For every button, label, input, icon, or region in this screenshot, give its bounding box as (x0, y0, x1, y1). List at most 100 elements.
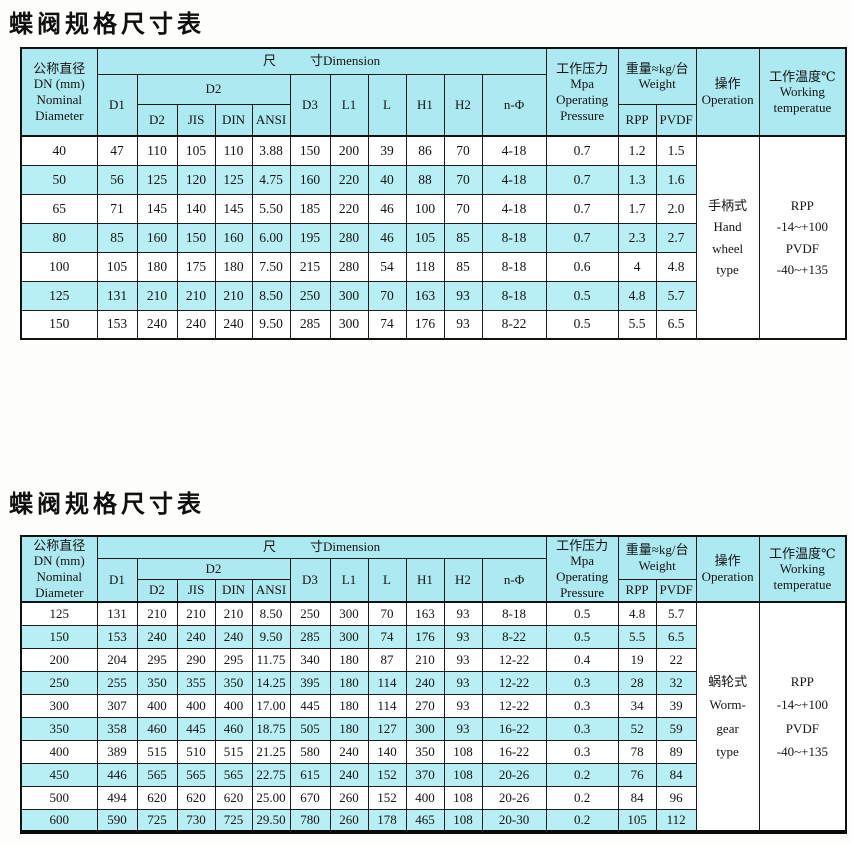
cell-d1: 71 (96, 193, 138, 224)
cell-din: 460 (214, 716, 253, 741)
col-header-h2: H2 (443, 73, 483, 137)
cell-jis: 620 (176, 785, 216, 810)
cell-dn: 40 (20, 135, 98, 166)
cell-din: 110 (214, 135, 253, 166)
cell-d3: 250 (289, 280, 331, 311)
cell-d2: 460 (136, 716, 178, 741)
cell-d3: 285 (289, 624, 331, 649)
cell-dn: 150 (20, 624, 98, 649)
cell-weight: 76 (617, 762, 657, 787)
cell-operating: 0.2 (545, 808, 619, 833)
cell-weight: 78 (617, 739, 657, 764)
cell-weight: 105 (617, 808, 657, 833)
cell-dn: 200 (20, 647, 98, 672)
cell-h1: 163 (405, 280, 445, 311)
col-header-h1: H1 (405, 73, 445, 137)
cell-operating: 0.5 (545, 601, 619, 626)
table-body: 125 131 210 210 210 8.50 250 300 70 163 93 8-18 0.5 4… (20, 601, 847, 833)
cell-h2: 108 (443, 739, 483, 764)
col-header-l1: L1 (329, 73, 369, 137)
table-row: 150 153 240 240 240 9.50 285 300 74 176 93 8-22 0.5 5… (20, 309, 846, 340)
cell-n-φ: 8-18 (481, 280, 547, 311)
cell-n-φ: 4-18 (481, 135, 547, 166)
cell-l1: 200 (329, 135, 369, 166)
col-header-d2-group: D2 (136, 73, 291, 105)
cell-l: 70 (367, 280, 407, 311)
cell-h1: 300 (405, 716, 445, 741)
cell-weight: 19 (617, 647, 657, 672)
cell-n-φ: 12-22 (481, 647, 547, 672)
cell-l: 70 (367, 601, 407, 626)
cell-l: 46 (367, 193, 407, 224)
cell-l1: 220 (329, 164, 369, 195)
dimension-label-right: 寸Dimension (310, 539, 381, 555)
cell-d3: 780 (289, 808, 331, 833)
cell-weight: 59 (655, 716, 697, 741)
cell-h1: 350 (405, 739, 445, 764)
cell-ansi: 8.50 (251, 601, 291, 626)
table-row: 250 255 350 355 350 14.25 395 180 114 240 93 12-22 0… (20, 670, 846, 695)
cell-ansi: 29.50 (251, 808, 291, 833)
cell-operating: 0.5 (545, 309, 619, 340)
col-header-rpp: RPP (617, 578, 657, 603)
cell-ansi: 17.00 (251, 693, 291, 718)
cell-weight: 5.5 (617, 309, 657, 340)
cell-operating: 0.5 (545, 624, 619, 649)
cell-ansi: 8.50 (251, 280, 291, 311)
cell-dn: 50 (20, 164, 98, 195)
dimension-label-left: 尺 (263, 539, 277, 555)
cell-h2: 108 (443, 762, 483, 787)
cell-operating: 0.3 (545, 693, 619, 718)
cell-d1: 47 (96, 135, 138, 166)
cell-jis: 105 (176, 135, 216, 166)
cell-h1: 270 (405, 693, 445, 718)
cell-weight: 1.2 (617, 135, 657, 166)
cell-ansi: 6.00 (251, 222, 291, 253)
table-row: 600 590 725 730 725 29.50 780 260 178 465 108 20-30… (20, 808, 846, 833)
cell-d1: 131 (96, 601, 138, 626)
cell-weight: 89 (655, 739, 697, 764)
cell-h1: 176 (405, 309, 445, 340)
table-header: 公称直径 DN (mm) Nominal Diameter 尺 寸Dimensio… (20, 47, 847, 137)
table-row: 450 446 565 565 565 22.75 615 240 152 370 108 20-26… (20, 762, 846, 787)
cell-operating: 0.7 (545, 222, 619, 253)
cell-d1: 153 (96, 624, 138, 649)
page-title-2: 蝶阀规格尺寸表 (9, 492, 205, 518)
cell-din: 160 (214, 222, 253, 253)
cell-l1: 300 (329, 601, 369, 626)
cell-d3: 395 (289, 670, 331, 695)
cell-d3: 670 (289, 785, 331, 810)
cell-jis: 140 (176, 193, 216, 224)
col-header-rpp: RPP (617, 103, 657, 137)
cell-jis: 240 (176, 309, 216, 340)
cell-d3: 160 (289, 164, 331, 195)
cell-n-φ: 20-30 (481, 808, 547, 833)
cell-operating: 0.3 (545, 670, 619, 695)
col-header-d1: D1 (96, 73, 138, 137)
cell-weight: 4 (617, 251, 657, 282)
col-header-pvdf: PVDF (655, 103, 697, 137)
col-header-pvdf: PVDF (655, 578, 697, 603)
cell-h2: 93 (443, 309, 483, 340)
cell-h1: 240 (405, 670, 445, 695)
cell-d1: 446 (96, 762, 138, 787)
cell-din: 725 (214, 808, 253, 833)
cell-d2: 725 (136, 808, 178, 833)
cell-din: 565 (214, 762, 253, 787)
cell-l: 54 (367, 251, 407, 282)
col-header-nominal-diameter: 公称直径 DN (mm) Nominal Diameter (20, 535, 98, 603)
col-header-d2: D2 (136, 103, 178, 137)
cell-weight: 1.7 (617, 193, 657, 224)
cell-din: 515 (214, 739, 253, 764)
col-header-working-temperature: 工作温度℃ Working temperatue (758, 47, 847, 137)
cell-h2: 108 (443, 808, 483, 833)
cell-d2: 515 (136, 739, 178, 764)
cell-h2: 93 (443, 693, 483, 718)
cell-l1: 300 (329, 280, 369, 311)
cell-jis: 510 (176, 739, 216, 764)
cell-weight: 2.3 (617, 222, 657, 253)
cell-dn: 65 (20, 193, 98, 224)
cell-operating: 0.2 (545, 785, 619, 810)
cell-weight: 2.0 (655, 193, 697, 224)
cell-weight: 1.3 (617, 164, 657, 195)
